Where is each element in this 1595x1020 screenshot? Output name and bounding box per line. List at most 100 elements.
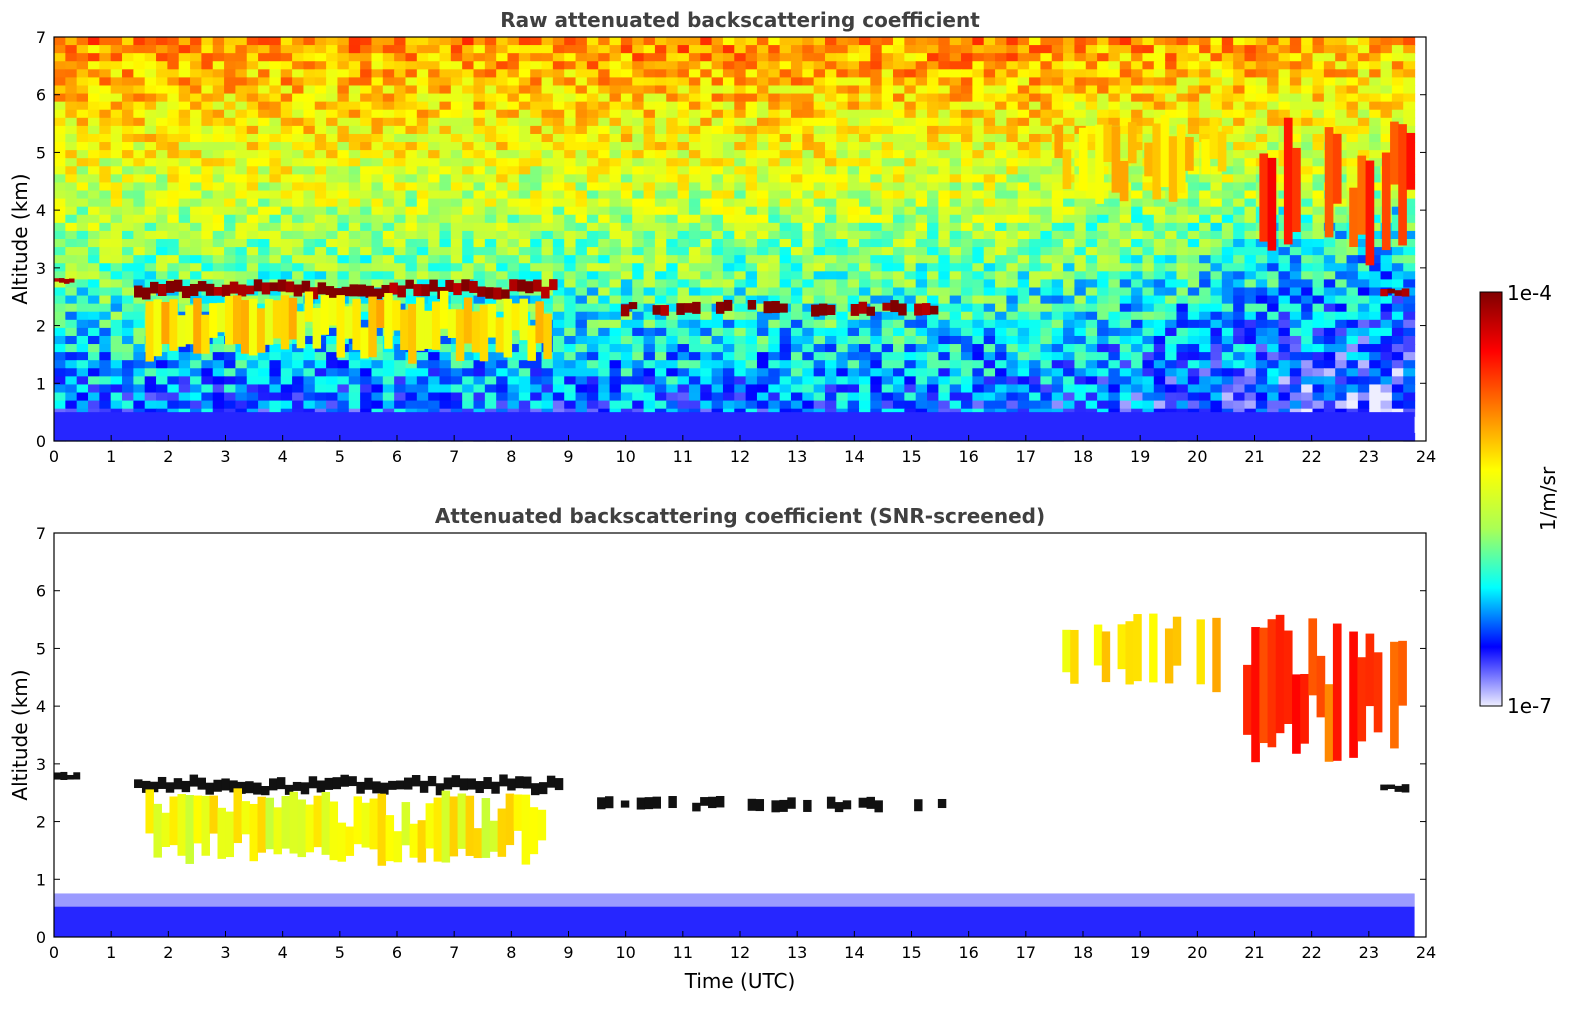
heatmap-cell xyxy=(598,327,611,337)
heatmap-cell xyxy=(1153,287,1166,297)
heatmap-cell xyxy=(258,174,271,184)
heatmap-cell xyxy=(700,37,713,46)
heatmap-cell xyxy=(122,222,134,232)
heatmap-cell xyxy=(122,319,134,329)
heatmap-cell xyxy=(360,214,373,224)
heatmap-cell xyxy=(1221,150,1234,159)
heatmap-cell xyxy=(1074,85,1087,95)
heatmap-cell xyxy=(609,247,622,256)
heatmap-cell xyxy=(972,109,985,119)
heatmap-cell xyxy=(1074,45,1087,54)
heatmap-cell xyxy=(133,230,146,240)
heatmap-cell xyxy=(144,230,157,240)
heatmap-cell xyxy=(292,368,305,377)
heatmap-cell xyxy=(530,360,543,369)
heatmap-cell xyxy=(734,247,747,256)
heatmap-cell xyxy=(632,303,645,313)
heatmap-cell xyxy=(360,368,373,377)
heatmap-cell xyxy=(961,230,973,240)
heatmap-cell xyxy=(201,247,214,256)
heatmap-cell xyxy=(1187,222,1200,232)
heatmap-cell xyxy=(768,271,781,280)
heatmap-cell xyxy=(1131,263,1144,272)
heatmap-cell xyxy=(405,133,418,143)
heatmap-cell xyxy=(711,255,724,264)
heatmap-cell xyxy=(983,287,996,297)
heatmap-cell xyxy=(1142,255,1155,264)
heatmap-cell xyxy=(575,37,588,46)
heatmap-cell xyxy=(360,198,373,208)
heatmap-cell xyxy=(1357,352,1370,361)
heatmap-cell xyxy=(1165,295,1178,305)
heatmap-cell xyxy=(1199,352,1212,361)
heatmap-cell xyxy=(609,230,622,240)
heatmap-cell xyxy=(1153,93,1166,103)
heatmap-cell xyxy=(1040,271,1053,280)
heatmap-cell xyxy=(1301,263,1314,272)
heatmap-cell xyxy=(1301,61,1314,70)
heatmap-cell xyxy=(609,239,622,248)
heatmap-cell xyxy=(1323,319,1336,329)
heatmap-cell xyxy=(1289,133,1302,143)
heatmap-cell xyxy=(122,101,134,111)
heatmap-cell xyxy=(88,125,100,135)
heatmap-cell xyxy=(360,239,373,248)
heatmap-cell xyxy=(643,335,656,345)
heatmap-cell xyxy=(802,69,815,78)
heatmap-cell xyxy=(258,214,271,224)
heatmap-cell xyxy=(711,45,724,54)
heatmap-cell xyxy=(1357,133,1370,143)
heatmap-cell xyxy=(54,360,66,369)
heatmap-cell xyxy=(632,271,645,280)
heatmap-cell xyxy=(178,214,191,224)
heatmap-cell xyxy=(1074,319,1087,329)
heatmap-cell xyxy=(666,109,679,119)
heatmap-cell xyxy=(1301,182,1314,192)
heatmap-cell xyxy=(1142,271,1155,280)
heatmap-cell xyxy=(1335,287,1348,297)
heatmap-cell xyxy=(190,271,202,280)
heatmap-cell xyxy=(575,101,588,111)
heatmap-cell xyxy=(1369,85,1382,95)
heatmap-cell xyxy=(394,335,407,345)
heatmap-cell xyxy=(995,198,1007,208)
heatmap-cell xyxy=(133,101,146,111)
heatmap-cell xyxy=(734,53,747,62)
heatmap-cell xyxy=(700,45,713,54)
heatmap-cell xyxy=(54,287,66,297)
heatmap-cell xyxy=(632,93,645,103)
heatmap-cell xyxy=(824,319,837,329)
heatmap-cell xyxy=(790,222,803,232)
heatmap-cell xyxy=(1142,335,1155,345)
heatmap-cell xyxy=(790,77,803,87)
heatmap-cell xyxy=(394,190,407,200)
heatmap-cell xyxy=(518,45,531,54)
heatmap-cell xyxy=(326,190,339,200)
heatmap-cell xyxy=(1165,239,1178,248)
heatmap-cell xyxy=(450,150,463,159)
heatmap-cell xyxy=(1176,295,1189,305)
heatmap-cell xyxy=(1233,85,1246,95)
heatmap-cell xyxy=(836,198,849,208)
heatmap-cell xyxy=(1085,174,1098,184)
heatmap-cell xyxy=(654,53,667,62)
heatmap-cell xyxy=(54,174,66,184)
heatmap-cell xyxy=(280,214,293,224)
heatmap-cell xyxy=(178,69,191,78)
heatmap-cell xyxy=(870,271,883,280)
heatmap-cell xyxy=(507,352,520,361)
heatmap-cell xyxy=(269,344,282,353)
heatmap-cell xyxy=(881,190,894,200)
heatmap-cell xyxy=(1221,271,1234,280)
heatmap-cell xyxy=(1346,182,1359,192)
heatmap-cell xyxy=(235,101,248,111)
heatmap-cell xyxy=(745,142,758,151)
heatmap-cell xyxy=(224,352,237,361)
heatmap-cell xyxy=(995,335,1007,345)
heatmap-cell xyxy=(995,158,1007,167)
heatmap-cell xyxy=(881,117,894,127)
heatmap-cell xyxy=(507,335,520,345)
heatmap-cell xyxy=(643,125,656,135)
heatmap-cell xyxy=(416,190,429,200)
heatmap-cell xyxy=(1017,335,1030,345)
